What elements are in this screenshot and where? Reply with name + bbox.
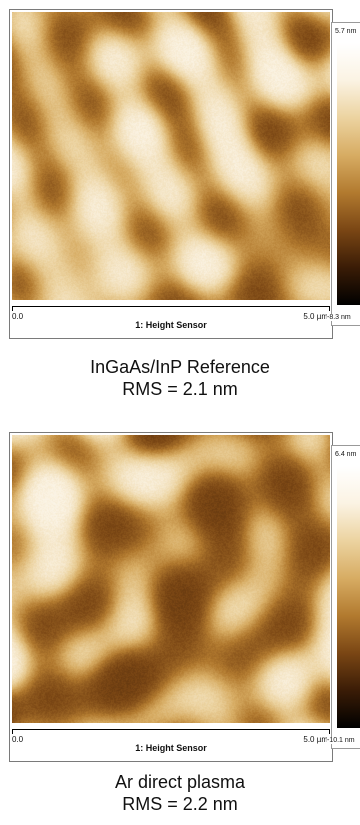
channel-label: 1: Height Sensor [135,320,207,330]
color-scale-min: -8.3 nm [327,314,351,321]
afm-image-frame: 0.0 1: Height Sensor 5.0 µm [9,9,333,339]
color-scale: 6.4 nm -10.1 nm [327,445,360,749]
scale-tick-right [329,306,330,311]
color-scale-max: 5.7 nm [335,28,357,35]
scale-tick-left [12,306,13,311]
scan-size-bar: 0.0 1: Height Sensor 5.0 µm [12,729,330,759]
scale-tick-right [329,729,330,734]
scale-tick-left [12,729,13,734]
color-scale-min: -10.1 nm [327,737,355,744]
rms-value: RMS = 2.2 nm [122,794,238,814]
color-scale-max: 6.4 nm [335,451,357,458]
sample-name: Ar direct plasma [114,772,246,792]
color-scale-gradient [337,43,360,305]
afm-height-map [12,435,330,723]
rms-value: RMS = 2.1 nm [122,379,238,399]
sample-name: InGaAs/InP Reference [90,357,270,377]
scan-size-bar: 0.0 1: Height Sensor 5.0 µm [12,306,330,336]
color-scale: 5.7 nm -8.3 nm [327,22,360,326]
scale-line [12,729,330,730]
scan-end-label: 5.0 µm [303,735,328,744]
scan-start-label: 0.0 [12,735,24,744]
scan-start-label: 0.0 [12,312,24,321]
color-scale-gradient [337,466,360,728]
scan-end-label: 5.0 µm [303,312,328,321]
channel-label: 1: Height Sensor [135,743,207,753]
afm-image-frame: 0.0 1: Height Sensor 5.0 µm [9,432,333,762]
afm-height-map [12,12,330,300]
scale-line [12,306,330,307]
afm-panel-ar-plasma: 0.0 1: Height Sensor 5.0 µm 6.4 nm -10.1… [0,423,360,825]
afm-panel-reference: 0.0 1: Height Sensor 5.0 µm 5.7 nm -8.3 … [0,0,360,410]
